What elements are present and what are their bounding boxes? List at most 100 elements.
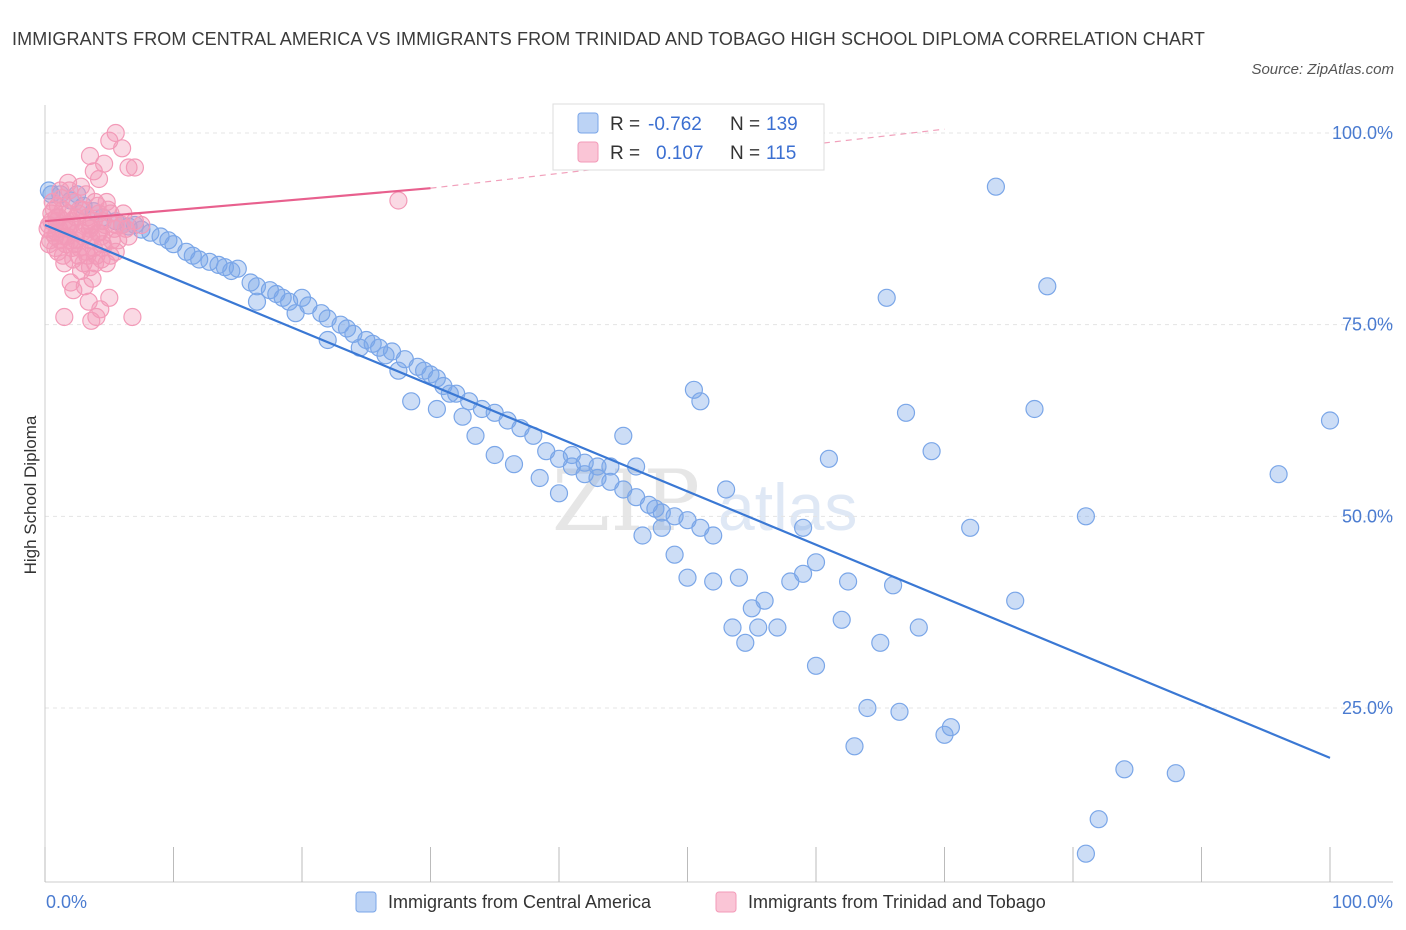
- point-central_america: [1006, 591, 1025, 610]
- point-central_america: [838, 572, 858, 591]
- point-central_america: [1089, 810, 1108, 829]
- point-central_america: [858, 698, 877, 718]
- stats-r-value-1: -0.762: [648, 114, 702, 135]
- x-tick-label-max: 100.0%: [1332, 892, 1393, 912]
- stats-n-label-2: N =: [730, 143, 760, 164]
- point-central_america: [453, 407, 472, 426]
- point-trinidad_tobago: [119, 158, 138, 177]
- point-trinidad_tobago: [55, 254, 74, 273]
- point-central_america: [793, 564, 813, 583]
- stats-r-value-2: 0.107: [656, 143, 704, 164]
- point-central_america: [729, 568, 749, 587]
- point-central_america: [1166, 764, 1185, 783]
- point-central_america: [691, 392, 710, 411]
- point-trinidad_tobago: [53, 246, 73, 265]
- y-tick-label: 50.0%: [1342, 506, 1393, 526]
- point-central_america: [588, 457, 607, 476]
- point-central_america: [652, 518, 671, 537]
- point-central_america: [755, 591, 774, 610]
- point-central_america: [1038, 277, 1057, 296]
- point-central_america: [504, 455, 524, 474]
- series-trinidad_tobago: [38, 123, 408, 330]
- x-tick-label-min: 0.0%: [46, 892, 87, 912]
- point-trinidad_tobago: [89, 169, 109, 189]
- point-trinidad_tobago: [80, 146, 100, 166]
- point-central_america: [819, 449, 839, 468]
- point-central_america: [222, 261, 241, 281]
- point-central_america: [1320, 411, 1340, 430]
- chart-source: Source: ZipAtlas.com: [1251, 61, 1394, 78]
- point-central_america: [485, 445, 504, 465]
- point-central_america: [684, 380, 704, 399]
- legend: Immigrants from Central America Immigran…: [355, 891, 1046, 913]
- point-central_america: [286, 304, 305, 323]
- y-tick-label: 75.0%: [1342, 315, 1393, 335]
- point-trinidad_tobago: [64, 281, 83, 300]
- stats-box: R = -0.762 N = 139 R = 0.107 N = 115: [552, 103, 825, 171]
- point-central_america: [716, 480, 736, 499]
- point-central_america: [941, 718, 961, 737]
- point-trinidad_tobago: [58, 173, 78, 192]
- point-central_america: [806, 553, 826, 572]
- point-trinidad_tobago: [51, 181, 70, 200]
- point-central_america: [646, 499, 665, 518]
- stats-n-label-1: N =: [730, 114, 760, 135]
- point-central_america: [704, 572, 723, 591]
- point-trinidad_tobago: [62, 212, 82, 231]
- point-central_america: [806, 656, 826, 675]
- point-central_america: [832, 610, 851, 629]
- point-central_america: [402, 392, 421, 411]
- y-tick-label: 25.0%: [1342, 698, 1393, 718]
- point-trinidad_tobago: [97, 192, 116, 212]
- point-central_america: [1269, 465, 1288, 484]
- point-central_america: [749, 618, 768, 637]
- point-central_america: [665, 545, 684, 564]
- point-central_america: [42, 185, 61, 204]
- point-trinidad_tobago: [39, 235, 59, 254]
- point-trinidad_tobago: [123, 307, 142, 327]
- point-central_america: [633, 526, 652, 545]
- point-central_america: [678, 568, 697, 587]
- legend-swatch-trinidad-tobago: [715, 891, 737, 913]
- point-trinidad_tobago: [83, 269, 102, 288]
- data-points: [38, 123, 1340, 863]
- point-central_america: [723, 618, 742, 637]
- point-central_america: [877, 288, 896, 307]
- legend-label-trinidad-tobago: Immigrants from Trinidad and Tobago: [748, 892, 1046, 912]
- point-central_america: [1115, 760, 1134, 779]
- trend-line-central_america: [44, 223, 1331, 759]
- point-central_america: [909, 618, 928, 637]
- trend-lines: [44, 128, 1331, 759]
- point-trinidad_tobago: [48, 196, 68, 215]
- point-central_america: [896, 403, 916, 422]
- point-central_america: [922, 442, 941, 461]
- y-tick-label: 100.0%: [1332, 123, 1393, 143]
- point-central_america: [376, 346, 395, 365]
- point-trinidad_tobago: [55, 307, 74, 327]
- point-trinidad_tobago: [132, 215, 151, 235]
- stats-r-label-2: R =: [610, 143, 640, 164]
- stats-swatch-central-america: [577, 112, 599, 134]
- point-central_america: [1025, 399, 1044, 419]
- point-central_america: [793, 518, 813, 537]
- point-trinidad_tobago: [100, 288, 119, 307]
- point-central_america: [890, 702, 909, 721]
- stats-r-label-1: R =: [610, 114, 640, 135]
- stats-n-value-1: 139: [766, 114, 798, 135]
- point-central_america: [562, 445, 582, 465]
- series-central_america: [39, 123, 1340, 863]
- y-axis-label: High School Diploma: [21, 415, 40, 574]
- axes: [44, 105, 1393, 883]
- point-trinidad_tobago: [389, 191, 408, 210]
- watermark-zip: ZIP: [552, 452, 700, 550]
- stats-n-value-2: 115: [766, 143, 796, 164]
- point-central_america: [466, 426, 485, 445]
- point-central_america: [704, 526, 723, 545]
- point-trinidad_tobago: [112, 139, 132, 158]
- point-trinidad_tobago: [106, 123, 125, 143]
- point-trinidad_tobago: [116, 219, 136, 238]
- point-central_america: [871, 633, 890, 652]
- point-central_america: [736, 633, 755, 652]
- point-central_america: [1076, 507, 1096, 526]
